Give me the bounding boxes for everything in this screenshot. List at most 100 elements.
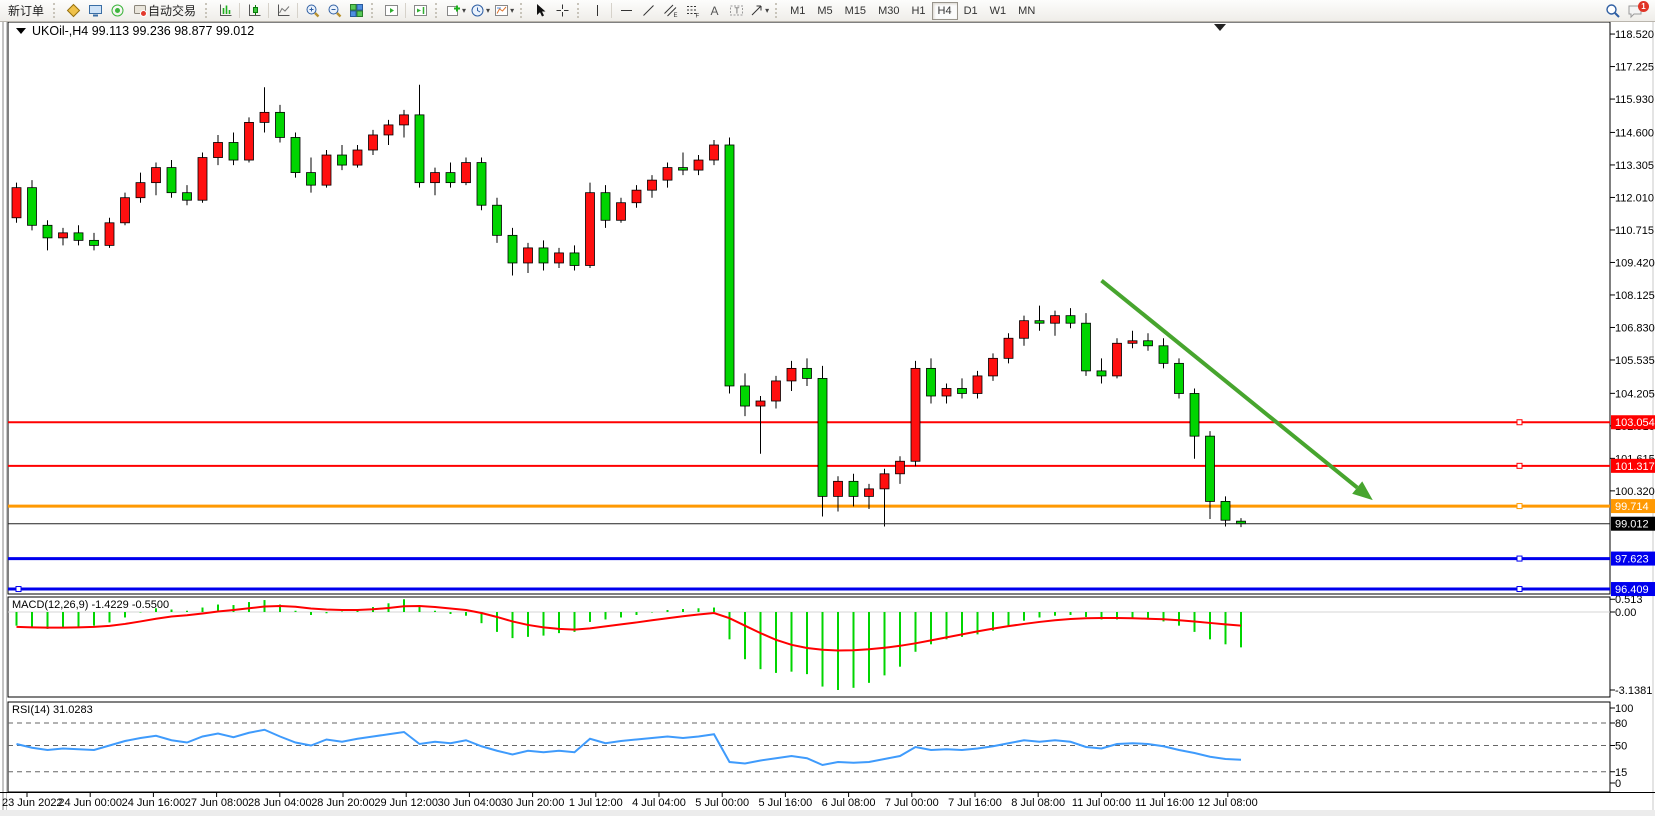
horizontal-line-button[interactable] — [615, 1, 637, 21]
timeframe-m30[interactable]: M30 — [872, 2, 905, 20]
candle-body — [259, 111, 270, 123]
timeframe-m1[interactable]: M1 — [784, 2, 811, 20]
timeframe-mn[interactable]: MN — [1012, 2, 1041, 20]
indicators-button[interactable]: ▾ — [444, 1, 468, 21]
time-tick-label: 30 Jun 20:00 — [501, 797, 565, 809]
toolbar-grip — [53, 3, 58, 18]
hline-handle[interactable] — [15, 586, 22, 593]
timeframe-buttons: M1 M5 M15 M30 H1 H4 D1 W1 MN — [784, 1, 1041, 20]
price-tick-label: 112.010 — [1615, 192, 1654, 204]
chevron-down-icon: ▾ — [462, 6, 467, 15]
candle-body — [182, 192, 192, 201]
notifications-button[interactable]: 1 — [1624, 0, 1649, 21]
candle-body — [693, 159, 704, 171]
crosshair-button[interactable] — [551, 1, 573, 21]
price-tick-label: 110.715 — [1615, 225, 1654, 237]
hline-handle[interactable] — [1516, 503, 1523, 510]
macd-pane[interactable] — [7, 596, 1611, 698]
candle-body — [771, 380, 781, 402]
trend-arrow-line[interactable] — [1100, 278, 1359, 490]
tile-windows-button[interactable] — [345, 1, 367, 21]
hline-price-text: 99.714 — [1615, 501, 1649, 513]
text-button[interactable]: A — [703, 1, 725, 21]
template-icon — [495, 5, 509, 16]
candle-body — [1143, 340, 1153, 347]
candle-body — [988, 357, 998, 377]
time-tick-label: 28 Jun 20:00 — [311, 797, 375, 809]
crosshair-icon — [556, 4, 569, 17]
rsi-tick-label: 100 — [1615, 703, 1633, 715]
equidistant-channel-button[interactable]: E — [659, 1, 681, 21]
zoom-out-button[interactable] — [323, 1, 345, 21]
autotrading-button[interactable]: 自动交易 — [128, 1, 201, 21]
candle-body — [569, 252, 580, 266]
main-price-pane[interactable] — [7, 21, 1611, 595]
toolbar-separator — [405, 3, 407, 18]
signals-button[interactable] — [106, 1, 128, 21]
candle-body — [1096, 370, 1107, 377]
periods-button[interactable]: ▾ — [468, 1, 492, 21]
candle-body — [600, 192, 611, 221]
search-button[interactable] — [1602, 1, 1624, 21]
trendline-icon — [642, 5, 654, 16]
hline-handle[interactable] — [1516, 555, 1523, 562]
candle-body — [523, 247, 533, 264]
time-tick-label: 6 Jul 08:00 — [822, 797, 876, 809]
text-label-button[interactable]: T — [725, 1, 747, 21]
chart-shift-marker[interactable] — [1214, 24, 1226, 31]
terminal-button[interactable] — [84, 1, 106, 21]
bar-chart-icon — [219, 4, 232, 16]
candle-body — [1065, 315, 1076, 324]
price-tick-label: 109.420 — [1615, 257, 1655, 269]
line-chart-button[interactable] — [272, 1, 294, 21]
autotrading-label: 自动交易 — [148, 4, 197, 18]
arrows-button[interactable]: ▾ — [747, 1, 771, 21]
candle-body — [709, 144, 719, 161]
toolbar-right-group: 1 — [1602, 0, 1649, 21]
timeframe-h1[interactable]: H1 — [905, 2, 931, 20]
metaeditor-button[interactable] — [62, 1, 84, 21]
chart-title: UKOil-,H4 99.113 99.236 98.877 99.012 — [32, 24, 254, 38]
candle-body — [802, 367, 812, 379]
timeframe-d1[interactable]: D1 — [958, 2, 984, 20]
hline-price-label — [1611, 415, 1655, 430]
time-tick-label: 7 Jul 16:00 — [948, 797, 1002, 809]
horizontal-line-icon — [620, 10, 632, 11]
timeframe-h4[interactable]: H4 — [931, 1, 958, 20]
chart-dropdown-icon[interactable] — [16, 28, 26, 34]
toolbar-separator — [239, 3, 241, 18]
candle-body — [73, 232, 84, 241]
trend-arrow-head[interactable] — [1352, 481, 1373, 501]
timeframe-m5[interactable]: M5 — [811, 2, 838, 20]
timeframe-m15[interactable]: M15 — [839, 2, 872, 20]
hline-handle[interactable] — [1516, 586, 1523, 593]
candle-body — [554, 252, 564, 264]
new-order-button[interactable]: 新订单 — [3, 1, 49, 21]
channel-icon: E — [663, 4, 677, 18]
timeframe-w1[interactable]: W1 — [984, 2, 1013, 20]
toolbar-separator — [268, 3, 270, 18]
hline-handle[interactable] — [1516, 462, 1523, 469]
line-chart-icon — [277, 4, 290, 16]
rsi-pane[interactable] — [7, 701, 1611, 793]
monitor-icon — [88, 5, 102, 17]
zoom-in-button[interactable] — [301, 1, 323, 21]
macd-label: MACD(12,26,9) -1.4229 -0.5500 — [12, 599, 169, 611]
toolbar-grip — [435, 3, 440, 18]
auto-scroll-button[interactable] — [380, 1, 402, 21]
hline-handle[interactable] — [1516, 419, 1523, 426]
chart-shift-button[interactable] — [409, 1, 431, 21]
cursor-button[interactable] — [529, 1, 551, 21]
vertical-line-button[interactable] — [586, 1, 608, 21]
fibonacci-button[interactable]: F — [681, 1, 703, 21]
hline-price-text: 103.054 — [1615, 417, 1655, 429]
bar-chart-button[interactable] — [214, 1, 236, 21]
time-tick-label: 24 Jun 00:00 — [58, 797, 122, 809]
candlestick-chart-button[interactable] — [243, 1, 265, 21]
templates-button[interactable]: ▾ — [492, 1, 516, 21]
trendline-button[interactable] — [637, 1, 659, 21]
price-tick-label: 108.125 — [1615, 290, 1655, 302]
candle-body — [647, 179, 657, 191]
